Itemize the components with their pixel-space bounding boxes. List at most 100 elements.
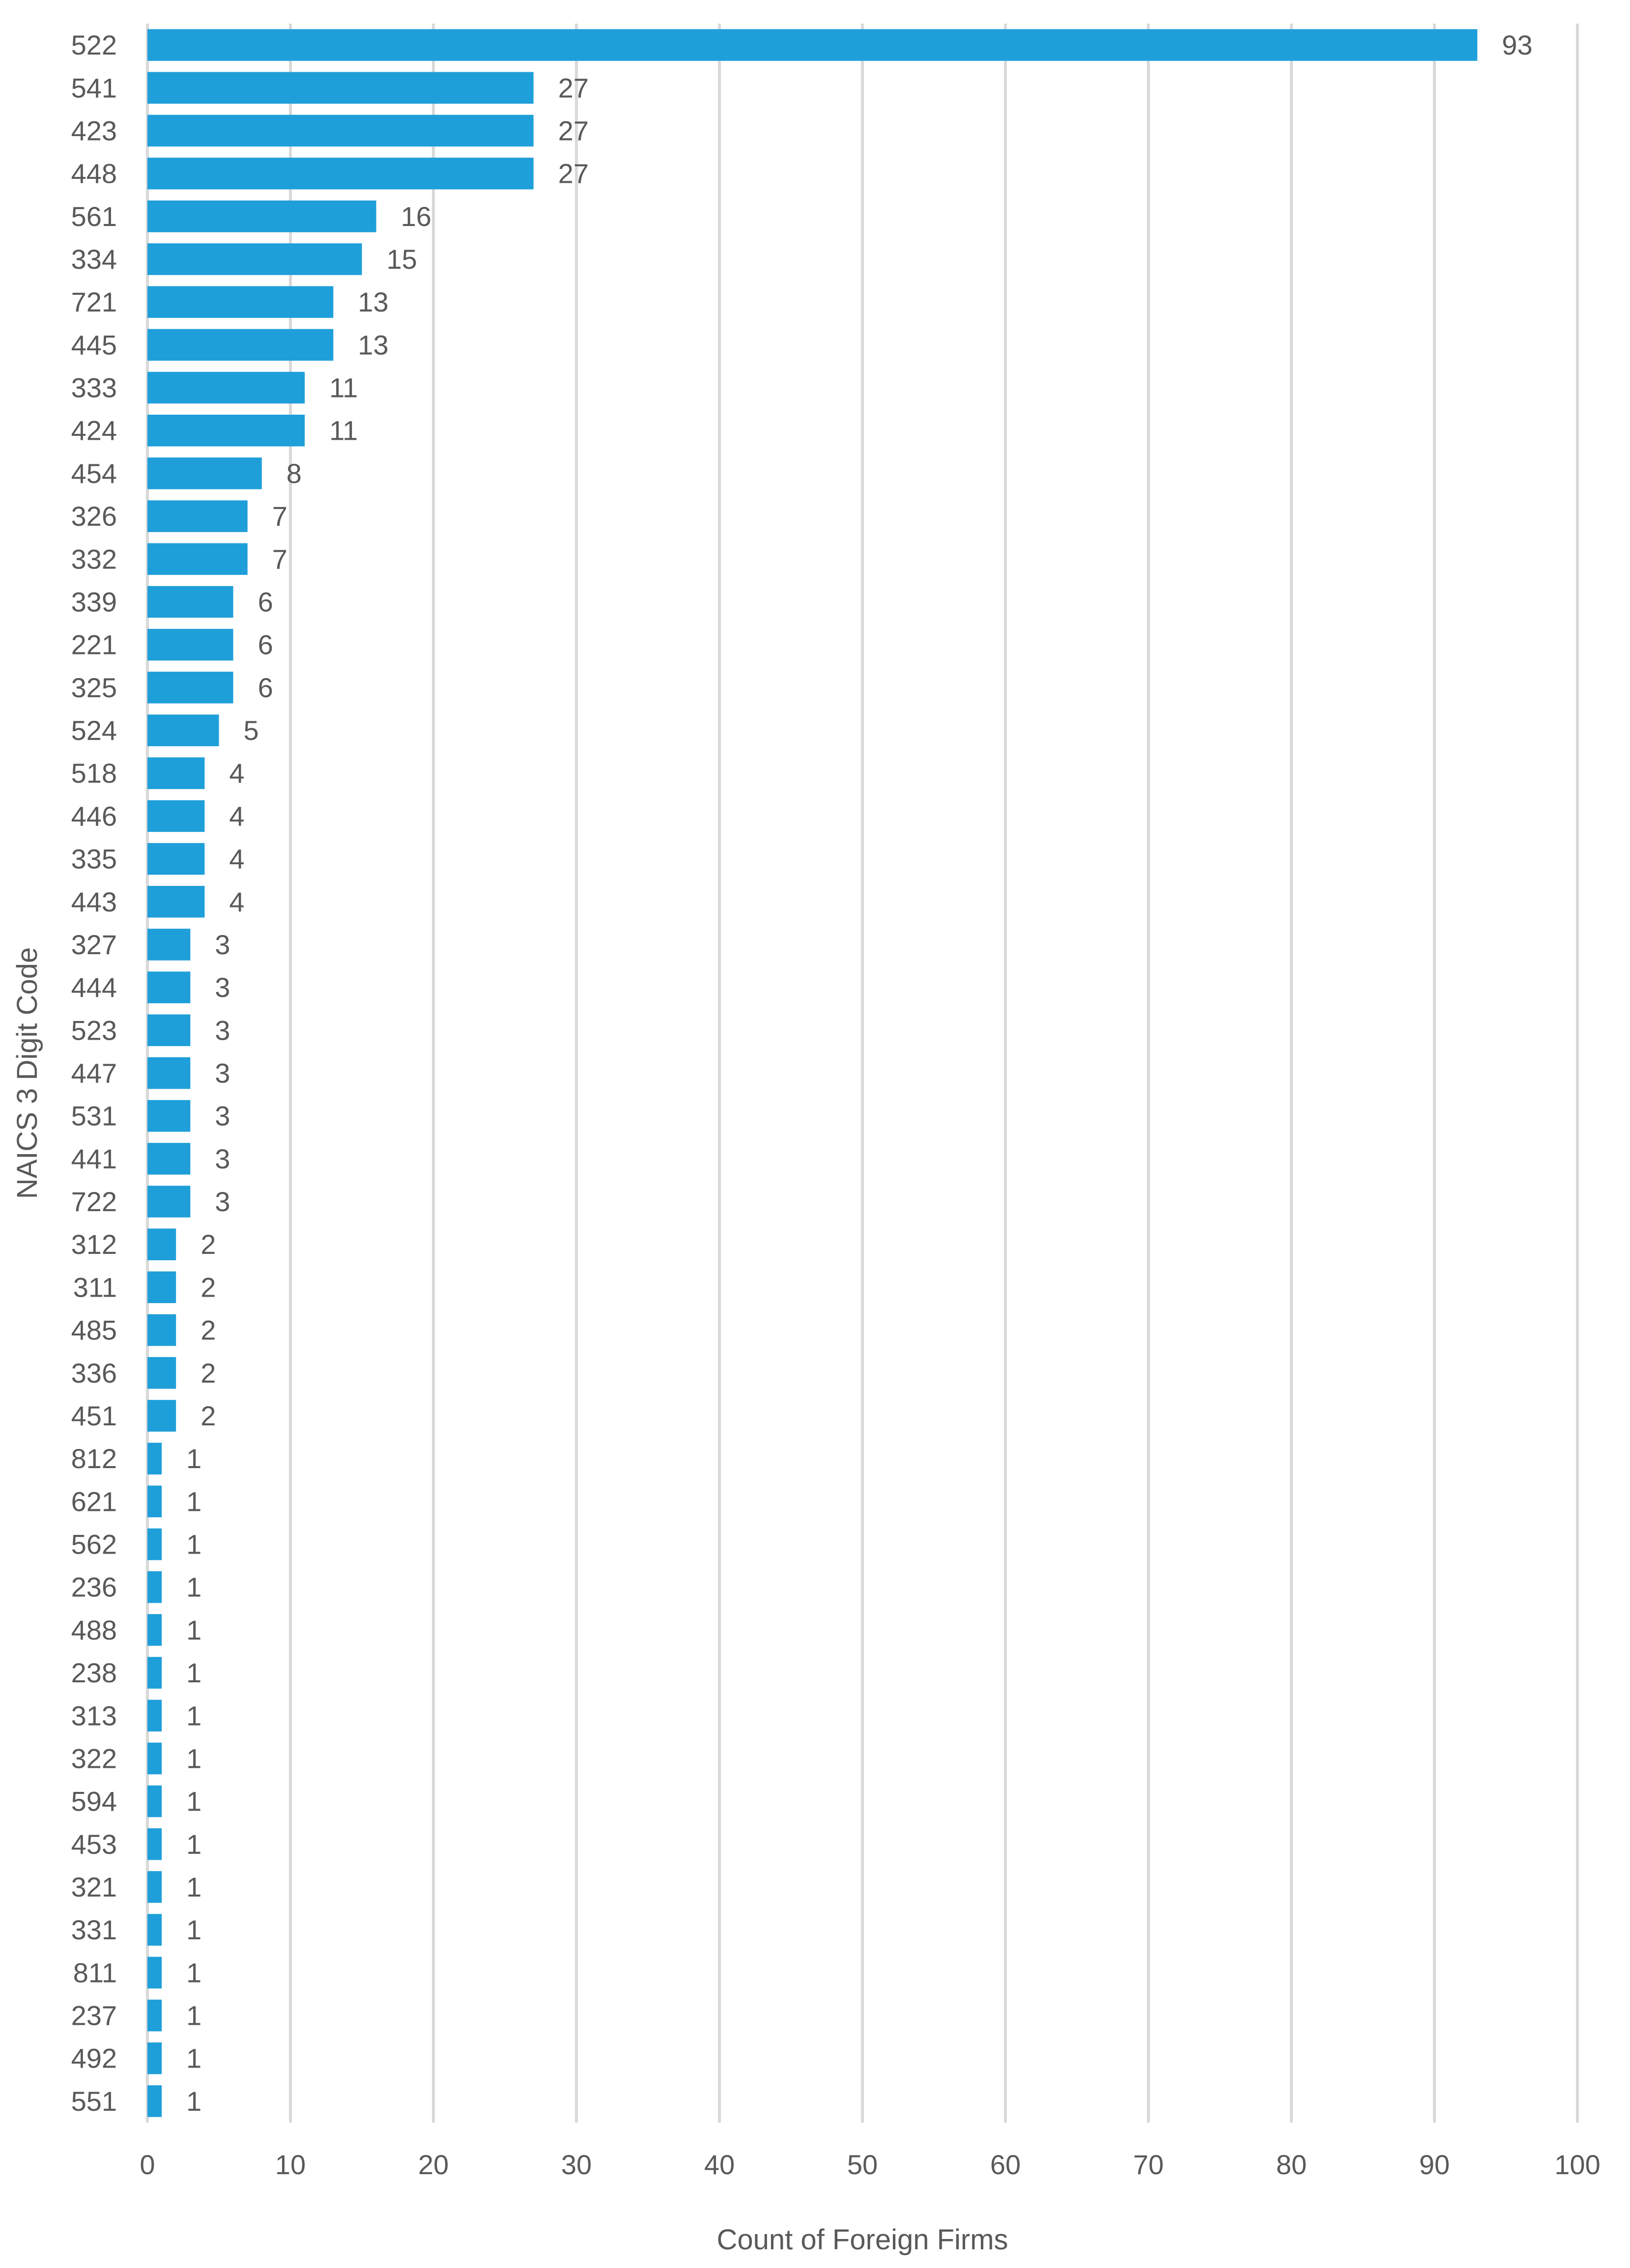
bar: [147, 286, 334, 318]
x-tick-label: 80: [1276, 2149, 1307, 2180]
bar: [147, 628, 233, 661]
category-label: 447: [71, 1058, 117, 1089]
category-label: 238: [71, 1657, 117, 1688]
data-label: 1: [186, 1829, 201, 1860]
category-label: 492: [71, 2043, 117, 2074]
category-label: 443: [71, 886, 117, 917]
data-label: 1: [186, 1657, 201, 1688]
category-labels: 522 541 423 448 561 334 721 445 333 424 454 326 332 3…: [71, 29, 117, 2117]
bar: [147, 1571, 162, 1603]
x-tick-label: 30: [561, 2149, 592, 2180]
data-label: 2: [200, 1358, 216, 1389]
data-label: 13: [358, 329, 388, 360]
bar: [147, 1871, 162, 1903]
data-label: 13: [358, 286, 388, 317]
data-label: 2: [200, 1272, 216, 1303]
data-label: 7: [272, 501, 287, 532]
bar: [147, 1143, 191, 1175]
data-label: 1: [186, 1700, 201, 1731]
category-label: 453: [71, 1829, 117, 1860]
data-label: 1: [186, 1443, 201, 1474]
bar: [147, 1657, 162, 1689]
category-label: 332: [71, 543, 117, 574]
data-label: 2: [200, 1400, 216, 1431]
x-tick-label: 70: [1133, 2149, 1164, 2180]
category-label: 237: [71, 2000, 117, 2031]
category-label: 451: [71, 1400, 117, 1431]
data-label: 1: [186, 2043, 201, 2074]
category-label: 334: [71, 244, 117, 275]
bar: [147, 414, 305, 447]
data-label: 3: [215, 929, 230, 960]
data-label: 3: [215, 1186, 230, 1217]
data-label: 7: [272, 543, 287, 574]
category-label: 322: [71, 1743, 117, 1774]
bar: [147, 457, 262, 489]
category-label: 523: [71, 1015, 117, 1046]
bar: [147, 1057, 191, 1089]
bar: [147, 1314, 176, 1346]
data-label: 1: [186, 1486, 201, 1517]
x-tick-label: 0: [140, 2149, 155, 2180]
category-label: 326: [71, 501, 117, 532]
category-label: 621: [71, 1486, 117, 1517]
category-label: 541: [71, 72, 117, 103]
data-label: 1: [186, 2086, 201, 2117]
category-label: 441: [71, 1143, 117, 1174]
category-label: 446: [71, 800, 117, 831]
category-label: 488: [71, 1615, 117, 1645]
x-tick-label: 40: [704, 2149, 735, 2180]
bar: [147, 1357, 176, 1389]
bar: [147, 1443, 162, 1474]
category-label: 562: [71, 1529, 117, 1560]
category-label: 518: [71, 758, 117, 789]
bar: [147, 1186, 191, 1218]
category-label: 448: [71, 158, 117, 189]
category-label: 531: [71, 1101, 117, 1132]
category-label: 485: [71, 1315, 117, 1346]
bar: [147, 500, 248, 532]
data-label: 93: [1502, 29, 1532, 60]
category-label: 722: [71, 1186, 117, 1217]
bar: [147, 2085, 162, 2117]
x-tick-label: 20: [418, 2149, 449, 2180]
category-label: 236: [71, 1572, 117, 1603]
y-axis-title: NAICS 3 Digit Code: [11, 947, 43, 1199]
bar: [147, 243, 362, 275]
category-label: 312: [71, 1229, 117, 1260]
data-label: 11: [329, 372, 358, 403]
bar: [147, 929, 191, 961]
category-label: 561: [71, 201, 117, 232]
x-axis-title: Count of Foreign Firms: [716, 2224, 1008, 2256]
bar: [147, 1400, 176, 1432]
data-label: 3: [215, 1143, 230, 1174]
data-label: 3: [215, 972, 230, 1003]
data-label: 27: [558, 158, 589, 189]
bar: [147, 1999, 162, 2032]
data-label: 1: [186, 1572, 201, 1603]
bar: [147, 2042, 162, 2074]
category-label: 333: [71, 372, 117, 403]
bar: [147, 714, 219, 746]
category-label: 424: [71, 415, 117, 446]
bar: [147, 1014, 191, 1047]
data-label: 6: [258, 672, 273, 703]
data-labels: 9327272716151313111187766654444333333322…: [186, 29, 1532, 2117]
data-label: 1: [186, 1786, 201, 1817]
data-label: 3: [215, 1101, 230, 1132]
data-label: 15: [387, 244, 417, 275]
category-label: 311: [73, 1272, 117, 1303]
category-label: 221: [71, 629, 117, 660]
x-tick-label: 100: [1554, 2149, 1600, 2180]
x-tick-labels: 0 10 20 30 40 50 60 70 80 90 100: [140, 2149, 1600, 2180]
category-label: 339: [71, 586, 117, 617]
bar: [147, 1271, 176, 1304]
category-label: 522: [71, 29, 117, 60]
bar: [147, 672, 233, 704]
category-label: 336: [71, 1358, 117, 1389]
data-label: 1: [186, 1957, 201, 1988]
bars: [147, 29, 1478, 2117]
data-label: 1: [186, 1914, 201, 1945]
bar: [147, 114, 534, 147]
